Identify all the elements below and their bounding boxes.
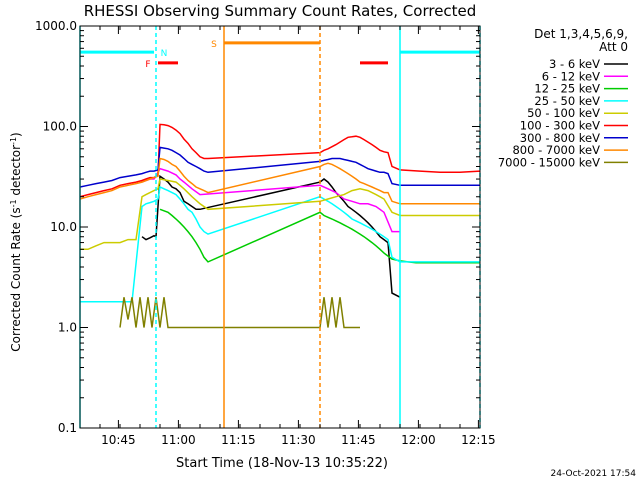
series-line-6 <box>79 146 480 188</box>
svg-text:Corrected Count Rate (s-1 dete: Corrected Count Rate (s-1 detector-1) <box>9 132 23 351</box>
series-line-3 <box>80 185 480 303</box>
x-tick-label-3: 11:30 <box>281 433 316 447</box>
y-axis-label: Corrected Count Rate (s-1 detector-1) <box>9 132 23 351</box>
x-tick-label-2: 11:15 <box>221 433 256 447</box>
series-line-0 <box>141 174 401 298</box>
overlay-label-0: N <box>161 49 168 59</box>
y-tick-label-4: 0.1 <box>58 421 77 435</box>
legend-label-8: 7000 - 15000 keV <box>498 155 600 169</box>
y-axis-label-tail: detector <box>9 145 23 200</box>
legend-label-3: 25 - 50 keV <box>534 94 600 108</box>
x-tick-label-0: 10:45 <box>101 433 136 447</box>
overlay-layer: N F S <box>80 40 480 70</box>
series-line-4 <box>80 178 480 251</box>
legend-label-4: 50 - 100 keV <box>527 106 600 120</box>
series-line-2 <box>159 208 480 264</box>
x-tick-label-6: 12:15 <box>461 433 496 447</box>
legend-label-6: 300 - 800 keV <box>520 131 600 145</box>
legend-title: Det 1,3,4,5,6,9, <box>534 27 628 41</box>
chart-title: RHESSI Observing Summary Count Rates, Co… <box>84 2 477 20</box>
legend-label-7: 800 - 7000 keV <box>512 143 600 157</box>
legend-label-0: 3 - 6 keV <box>549 57 600 71</box>
series-layer <box>79 123 481 329</box>
y-axis-label-exponent-2: -1 <box>9 137 18 145</box>
legend-subtitle: Att 0 <box>599 40 628 54</box>
axes-layer: 1000.0 100.0 10.0 1.0 0.1 10:45 11:00 11:15 11:3… <box>35 19 496 447</box>
x-tick-label-4: 11:45 <box>341 433 376 447</box>
y-axis-label-exponent: -1 <box>9 199 18 207</box>
x-axis-label: Start Time (18-Nov-13 10:35:22) <box>176 456 388 471</box>
series-line-8 <box>119 297 360 329</box>
x-tick-label-1: 11:00 <box>161 433 196 447</box>
y-tick-label-1: 100.0 <box>43 120 77 134</box>
y-axis-label-main: Corrected Count Rate (s <box>9 207 23 351</box>
y-tick-label-0: 1000.0 <box>35 19 77 33</box>
y-axis-label-end: ) <box>9 132 23 137</box>
y-tick-label-2: 10.0 <box>50 220 77 234</box>
series-line-5 <box>79 123 481 198</box>
y-tick-label-3: 1.0 <box>58 321 77 335</box>
overlay-label-4: S <box>211 40 217 50</box>
x-tick-label-5: 12:00 <box>401 433 436 447</box>
legend-label-1: 6 - 12 keV <box>542 69 600 83</box>
legend-label-5: 100 - 300 keV <box>520 119 600 133</box>
footer-timestamp: 24-Oct-2021 17:54 <box>551 469 637 479</box>
legend-label-2: 12 - 25 keV <box>534 82 600 96</box>
overlay-label-2: F <box>145 60 150 70</box>
series-line-7 <box>79 157 480 205</box>
